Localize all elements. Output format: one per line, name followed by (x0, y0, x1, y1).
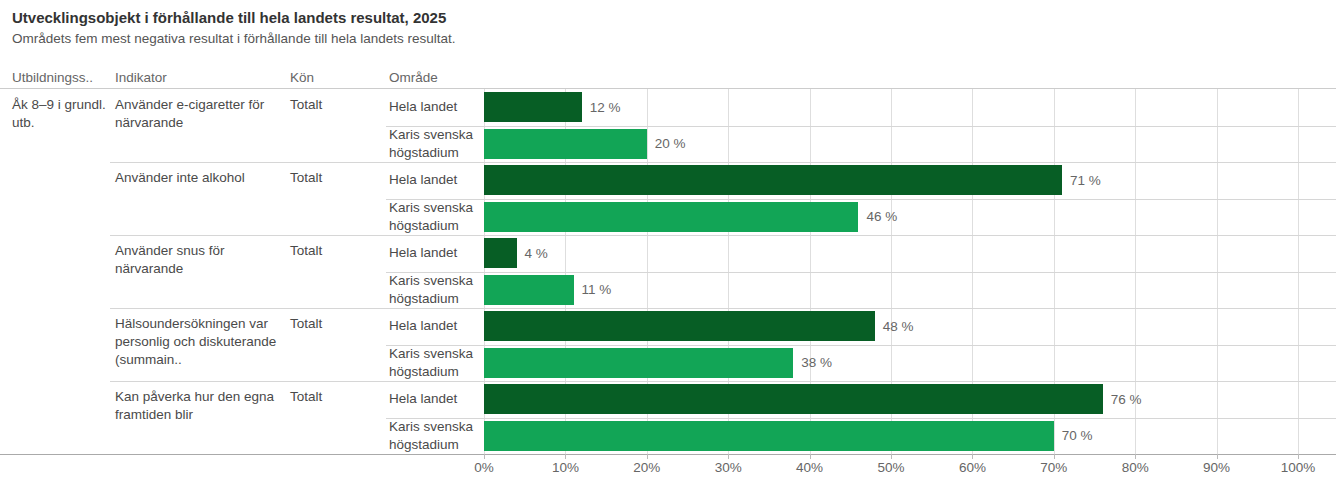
x-axis-tick (810, 454, 811, 459)
x-axis-tick (728, 454, 729, 459)
x-axis-label: 30% (715, 460, 742, 475)
group-separator-line (110, 381, 1336, 382)
indicator-cell: Kan påverka hur den egna framtiden blir (115, 388, 285, 424)
bar-area[interactable] (484, 129, 647, 159)
row-separator-line (386, 126, 1336, 127)
bar-hela-landet[interactable] (484, 92, 582, 122)
indicator-cell: Använder inte alkohol (115, 169, 285, 187)
area-cell: Karis svenska högstadium (389, 418, 484, 455)
x-axis-label: 80% (1122, 460, 1149, 475)
bar-value-label: 12 % (590, 89, 621, 125)
row-separator-line (386, 199, 1336, 200)
x-axis-tick (1054, 454, 1055, 459)
bar-area[interactable] (484, 202, 858, 232)
bar-value-label: 48 % (883, 308, 914, 344)
gender-cell: Totalt (290, 169, 380, 187)
area-cell: Karis svenska högstadium (389, 199, 484, 236)
indicator-cell: Hälsoundersökningen var personlig och di… (115, 315, 285, 369)
column-header-gender: Kön (290, 70, 314, 85)
group-separator-line (110, 162, 1336, 163)
bar-value-label: 11 % (582, 272, 612, 308)
area-cell: Hela landet (389, 89, 484, 126)
x-axis-label: 0% (474, 460, 494, 475)
column-header-education: Utbildningss.. (12, 70, 93, 85)
area-cell: Karis svenska högstadium (389, 345, 484, 382)
x-axis-tick (972, 454, 973, 459)
x-axis-label: 70% (1040, 460, 1067, 475)
chart-title: Utvecklingsobjekt i förhållande till hel… (12, 9, 446, 26)
area-cell: Karis svenska högstadium (389, 126, 484, 163)
x-axis-label: 10% (552, 460, 579, 475)
gender-cell: Totalt (290, 388, 380, 406)
bar-area[interactable] (484, 421, 1054, 451)
gender-cell: Totalt (290, 242, 380, 260)
row-separator-line (386, 345, 1336, 346)
x-axis-label: 100% (1281, 460, 1316, 475)
x-axis-label: 20% (633, 460, 660, 475)
row-separator-line (386, 418, 1336, 419)
x-axis-tick (647, 454, 648, 459)
bar-value-label: 46 % (866, 199, 897, 235)
indicator-cell: Använder e-cigaretter för närvarande (115, 96, 285, 132)
bar-hela-landet[interactable] (484, 238, 517, 268)
x-axis: 0% 10% 20% 30% 40% 50% 60% 70% 80% 90% 100% (0, 454, 1336, 484)
area-cell: Hela landet (389, 162, 484, 199)
x-axis-tick (1135, 454, 1136, 459)
area-cell: Karis svenska högstadium (389, 272, 484, 309)
x-axis-label: 60% (959, 460, 986, 475)
group-separator-line (110, 308, 1336, 309)
bar-area[interactable] (484, 348, 793, 378)
x-axis-tick (1298, 454, 1299, 459)
row-separator-line (386, 272, 1336, 273)
area-cell: Hela landet (389, 381, 484, 418)
bar-value-label: 70 % (1062, 418, 1093, 454)
indicator-cell: Använder snus för närvarande (115, 242, 285, 278)
area-cell: Hela landet (389, 235, 484, 272)
gender-cell: Totalt (290, 96, 380, 114)
bar-value-label: 38 % (801, 345, 832, 381)
bar-value-label: 20 % (655, 126, 686, 162)
x-axis-label: 90% (1203, 460, 1230, 475)
x-axis-tick (891, 454, 892, 459)
bar-hela-landet[interactable] (484, 311, 875, 341)
column-header-indicator: Indikator (115, 70, 167, 85)
x-axis-tick (484, 454, 485, 459)
gender-cell: Totalt (290, 315, 380, 333)
education-level-cell: Åk 8–9 i grundl. utb. (12, 96, 108, 132)
bar-value-label: 4 % (525, 235, 548, 271)
area-cell: Hela landet (389, 308, 484, 345)
bar-hela-landet[interactable] (484, 384, 1103, 414)
x-axis-tick (1217, 454, 1218, 459)
x-axis-label: 50% (877, 460, 904, 475)
group-separator-line (110, 235, 1336, 236)
x-axis-tick (565, 454, 566, 459)
column-header-area: Område (389, 70, 438, 85)
bar-area[interactable] (484, 275, 574, 305)
x-axis-label: 40% (796, 460, 823, 475)
bar-hela-landet[interactable] (484, 165, 1062, 195)
chart-subtitle: Områdets fem mest negativa resultat i fö… (12, 31, 455, 46)
bar-value-label: 71 % (1070, 162, 1101, 198)
plot-area: Åk 8–9 i grundl. utb.Använder e-cigarett… (0, 89, 1336, 454)
bar-value-label: 76 % (1111, 381, 1142, 417)
